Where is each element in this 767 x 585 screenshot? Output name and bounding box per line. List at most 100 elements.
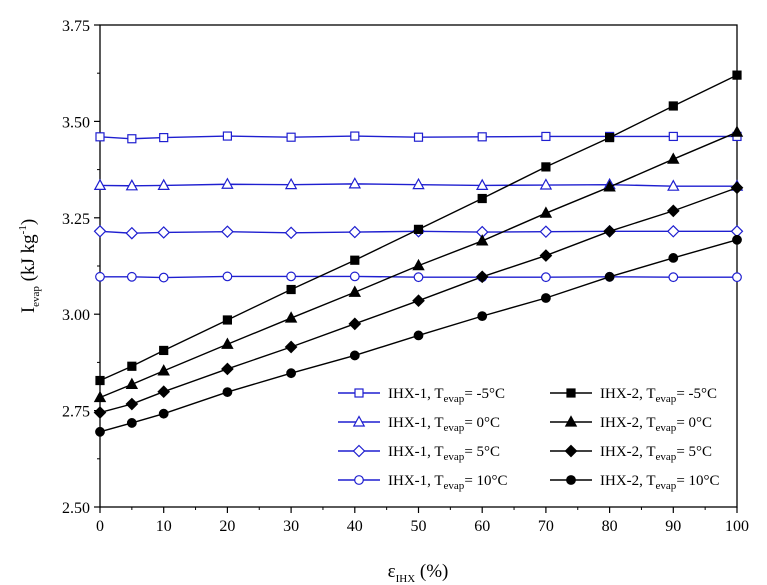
data-point — [475, 270, 489, 284]
data-point — [93, 224, 107, 238]
data-point — [668, 253, 679, 263]
legend-item: IHX-1, Tevap= 5°C — [338, 444, 500, 463]
legend-marker — [354, 475, 364, 485]
data-point — [349, 350, 360, 361]
legend-item: IHX-1, Tevap= 10°C — [338, 473, 508, 492]
series-line — [99, 131, 738, 399]
series-line — [99, 135, 737, 140]
data-point — [284, 340, 298, 354]
legend-label: IHX-1, Tevap= -5°C — [388, 386, 505, 405]
y-tick-label: 2.50 — [62, 500, 90, 517]
data-point — [284, 226, 298, 240]
data-point — [95, 375, 105, 386]
data-point — [730, 125, 744, 137]
data-point — [158, 408, 169, 419]
data-point — [286, 271, 297, 282]
data-point — [221, 362, 234, 376]
data-point — [349, 271, 360, 282]
data-point — [348, 285, 362, 297]
data-point — [539, 225, 553, 239]
series-6 — [93, 125, 744, 403]
data-point — [413, 272, 424, 283]
data-point — [541, 272, 551, 283]
legend-marker — [566, 475, 576, 485]
series-8 — [95, 234, 742, 437]
data-point — [732, 70, 742, 80]
data-point — [126, 418, 137, 428]
legend-marker — [564, 415, 578, 427]
data-point — [604, 271, 615, 282]
data-point — [157, 364, 170, 376]
data-point — [477, 132, 487, 142]
legend-marker — [352, 444, 366, 458]
data-point — [157, 385, 171, 399]
data-point — [541, 162, 551, 172]
y-tick-label: 3.75 — [62, 18, 90, 35]
legend-label: IHX-1, Tevap= 5°C — [388, 444, 500, 463]
data-point — [221, 177, 234, 189]
data-point — [541, 293, 551, 303]
legend-item: IHX-2, Tevap= 0°C — [550, 415, 712, 434]
series-2 — [93, 177, 744, 191]
data-point — [95, 132, 105, 142]
series-line — [99, 74, 738, 382]
y-axis-label: Ievap (kJ kg-1) — [17, 219, 42, 313]
data-point — [475, 178, 489, 191]
series-line — [100, 275, 737, 279]
data-point — [222, 131, 232, 141]
data-point — [127, 361, 137, 371]
x-tick-label: 90 — [665, 518, 681, 535]
data-point — [350, 255, 360, 265]
data-point — [350, 131, 360, 141]
legend-marker — [566, 388, 576, 398]
x-tick-label: 80 — [602, 518, 618, 535]
legend-marker — [352, 415, 366, 427]
data-point — [413, 132, 424, 142]
legend-marker — [564, 444, 578, 458]
series-line — [99, 183, 737, 187]
data-point — [667, 152, 680, 164]
data-point — [125, 226, 139, 240]
data-point — [541, 131, 551, 142]
data-point — [348, 177, 362, 189]
data-point — [668, 131, 678, 142]
data-point — [157, 226, 171, 239]
legend-item: IHX-2, Tevap= 10°C — [550, 473, 720, 492]
series-line — [99, 187, 738, 414]
data-point — [159, 132, 169, 143]
data-point — [127, 134, 137, 144]
data-point — [125, 397, 139, 411]
data-point — [604, 132, 615, 143]
data-point — [666, 224, 680, 238]
x-tick-label: 30 — [283, 518, 299, 535]
data-point — [413, 224, 424, 234]
series-7 — [93, 181, 744, 419]
data-point — [730, 181, 744, 195]
data-point — [477, 311, 488, 322]
data-point — [413, 330, 424, 341]
legend-label: IHX-2, Tevap= -5°C — [600, 386, 717, 405]
data-point — [221, 337, 234, 349]
series-layer — [93, 70, 744, 437]
data-point — [286, 132, 296, 142]
series-line — [99, 239, 738, 433]
legend-label: IHX-2, Tevap= 5°C — [600, 444, 712, 463]
legend-label: IHX-2, Tevap= 10°C — [600, 473, 720, 492]
y-tick-label: 3.50 — [62, 114, 90, 131]
data-point — [93, 406, 107, 419]
legend-label: IHX-1, Tevap= 0°C — [388, 415, 500, 434]
x-tick-label: 0 — [96, 518, 104, 535]
data-point — [539, 249, 553, 262]
data-point — [126, 271, 137, 282]
data-point — [125, 377, 139, 389]
data-point — [221, 225, 234, 239]
series-3 — [93, 224, 744, 240]
data-point — [732, 234, 742, 245]
data-point — [125, 179, 139, 191]
data-point — [603, 180, 616, 192]
data-point — [222, 315, 232, 325]
data-point — [286, 368, 297, 379]
x-tick-label: 50 — [411, 518, 427, 535]
legend-item: IHX-2, Tevap= 5°C — [550, 444, 712, 463]
